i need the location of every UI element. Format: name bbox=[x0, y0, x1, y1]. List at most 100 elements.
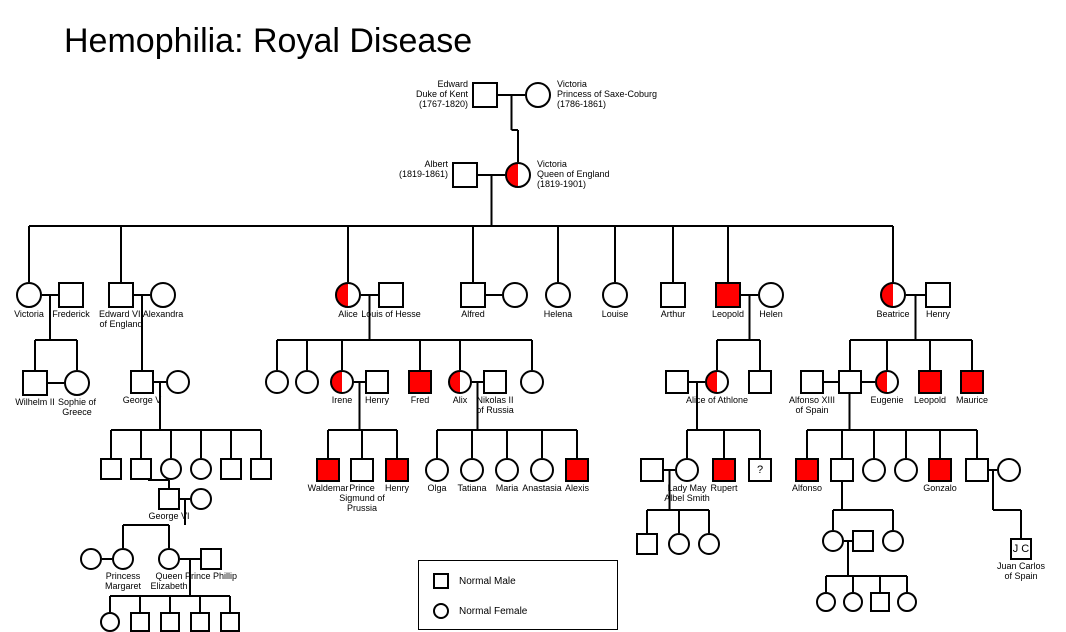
pedigree-node-g4_maur bbox=[960, 370, 984, 394]
pedigree-node-g7_1 bbox=[100, 612, 120, 632]
pedigree-node-g6_lady2 bbox=[668, 533, 690, 555]
node-label-g6_pm: Princess Margaret bbox=[105, 572, 141, 592]
pedigree-node-g4_a3 bbox=[520, 370, 544, 394]
pedigree-node-g5_hen3 bbox=[385, 458, 409, 482]
pedigree-node-g5_alex2 bbox=[565, 458, 589, 482]
pedigree-node-g5_wald bbox=[316, 458, 340, 482]
node-label-g5_olga: Olga bbox=[427, 484, 446, 494]
pedigree-node-g1m bbox=[472, 82, 498, 108]
pedigree-node-g3_alex bbox=[150, 282, 176, 308]
node-label-g3_alex: Alexandra bbox=[143, 310, 184, 320]
pedigree-node-g5_gv4 bbox=[190, 458, 212, 480]
legend-row: Normal Female bbox=[433, 603, 527, 619]
pedigree-node-g4_alix bbox=[448, 370, 472, 394]
pedigree-node-g5_sp2 bbox=[862, 458, 886, 482]
pedigree-node-g7_4 bbox=[190, 612, 210, 632]
pedigree-node-g4_beaSon bbox=[838, 370, 862, 394]
pedigree-node-g6_pmsp bbox=[80, 548, 102, 570]
pedigree-node-g4_gv bbox=[130, 370, 154, 394]
node-label-g5_gonz: Gonzalo bbox=[923, 484, 957, 494]
pedigree-node-g5_mar bbox=[495, 458, 519, 482]
node-label-g3_bea: Beatrice bbox=[876, 310, 909, 320]
pedigree-node-g4_alfXIII bbox=[800, 370, 824, 394]
node-label-g4_fred2: Fred bbox=[411, 396, 430, 406]
pedigree-node-g3_louise bbox=[602, 282, 628, 308]
node-label-g4_nik: Nikolas II of Russia bbox=[476, 396, 514, 416]
pedigree-node-g3_helen bbox=[758, 282, 784, 308]
pedigree-node-g3_edvii bbox=[108, 282, 134, 308]
pedigree-node-g5_sp4 bbox=[965, 458, 989, 482]
node-label-g5_geoVI: George VI bbox=[148, 512, 189, 522]
pedigree-node-g5_tat bbox=[460, 458, 484, 482]
pedigree-node-g3_alice bbox=[335, 282, 361, 308]
pedigree-node-g5_gv3 bbox=[160, 458, 182, 480]
node-label-g3_louise: Louise bbox=[602, 310, 629, 320]
pedigree-node-g7_5 bbox=[220, 612, 240, 632]
pedigree-node-g5_gv2 bbox=[130, 458, 152, 480]
pedigree-node-g6_pp bbox=[200, 548, 222, 570]
node-label-g6_pp: Prince Phillip bbox=[185, 572, 237, 582]
node-label-g4_leop2: Leopold bbox=[914, 396, 946, 406]
pedigree-node-g4_irene bbox=[330, 370, 354, 394]
node-label-g5_tat: Tatiana bbox=[457, 484, 486, 494]
pedigree-node-g6_jc: J C bbox=[1010, 538, 1032, 560]
node-label-g3_helen: Helen bbox=[759, 310, 783, 320]
node-label-g2m: Albert (1819-1861) bbox=[399, 160, 448, 180]
pedigree-node-g6_sp1 bbox=[822, 530, 844, 552]
node-label-g5_alex2: Alexis bbox=[565, 484, 589, 494]
node-label-g1m: Edward Duke of Kent (1767-1820) bbox=[416, 80, 468, 110]
pedigree-node-g3_bea bbox=[880, 282, 906, 308]
pedigree-node-g6_sp3 bbox=[882, 530, 904, 552]
pedigree-node-g4_sophie bbox=[64, 370, 90, 396]
pedigree-node-g5_ldysp bbox=[640, 458, 664, 482]
pedigree-node-g5_q: ? bbox=[748, 458, 772, 482]
pedigree-node-g4_eug bbox=[875, 370, 899, 394]
pedigree-node-g3_henry bbox=[925, 282, 951, 308]
pedigree-node-g5_gonz bbox=[928, 458, 952, 482]
pedigree-node-g3_alfred bbox=[460, 282, 486, 308]
pedigree-node-g6_sp_gk4 bbox=[897, 592, 917, 612]
pedigree-node-g5_sigm bbox=[350, 458, 374, 482]
pedigree-diagram: ?J C Edward Duke of Kent (1767-1820)Vict… bbox=[0, 0, 1066, 630]
node-label-g4_henry2: Henry bbox=[365, 396, 389, 406]
node-label-g4_irene: Irene bbox=[332, 396, 353, 406]
pedigree-node-g6_lady3 bbox=[698, 533, 720, 555]
legend-row: Normal Male bbox=[433, 573, 516, 589]
node-label-g3_arthur: Arthur bbox=[661, 310, 686, 320]
pedigree-node-g3_alfredwife bbox=[502, 282, 528, 308]
pedigree-node-g6_sp_gk2 bbox=[843, 592, 863, 612]
pedigree-node-g4_gvwife bbox=[166, 370, 190, 394]
pedigree-node-g5_sp3 bbox=[894, 458, 918, 482]
node-label-g5_rup: Rupert bbox=[710, 484, 737, 494]
node-label-g3_fred: Frederick bbox=[52, 310, 90, 320]
pedigree-node-g3_fred bbox=[58, 282, 84, 308]
node-label-g3_alice: Alice bbox=[338, 310, 358, 320]
pedigree-node-g5_ana bbox=[530, 458, 554, 482]
node-label-g5_ana: Anastasia bbox=[522, 484, 562, 494]
pedigree-node-g6_sp_gk1 bbox=[816, 592, 836, 612]
pedigree-node-g5_gv6 bbox=[250, 458, 272, 480]
pedigree-node-g4_henry2 bbox=[365, 370, 389, 394]
pedigree-node-g5_geoVIw bbox=[190, 488, 212, 510]
node-label-g4_eug: Eugenie bbox=[870, 396, 903, 406]
legend-label: Normal Female bbox=[459, 606, 527, 617]
pedigree-node-g3_helena bbox=[545, 282, 571, 308]
pedigree-node-g1f bbox=[525, 82, 551, 108]
pedigree-node-g7_2 bbox=[130, 612, 150, 632]
pedigree-node-g3_arthur bbox=[660, 282, 686, 308]
node-label-g4_gv: George V bbox=[123, 396, 162, 406]
pedigree-node-g7_3 bbox=[160, 612, 180, 632]
pedigree-node-g3_leo bbox=[715, 282, 741, 308]
pedigree-node-g6_sp_gk3 bbox=[870, 592, 890, 612]
node-label-g3_henry: Henry bbox=[926, 310, 950, 320]
pedigree-node-g5_sp1 bbox=[830, 458, 854, 482]
node-label-g3_edvii: Edward VII of England bbox=[99, 310, 143, 330]
pedigree-node-g4_nik bbox=[483, 370, 507, 394]
legend-box: Normal Male Normal Female bbox=[418, 560, 618, 630]
pedigree-node-g4_a1 bbox=[265, 370, 289, 394]
pedigree-node-g2f bbox=[505, 162, 531, 188]
pedigree-node-g6_qe bbox=[158, 548, 180, 570]
pedigree-node-g6_pm bbox=[112, 548, 134, 570]
pedigree-node-g3_louis bbox=[378, 282, 404, 308]
pedigree-node-g5_gv1 bbox=[100, 458, 122, 480]
